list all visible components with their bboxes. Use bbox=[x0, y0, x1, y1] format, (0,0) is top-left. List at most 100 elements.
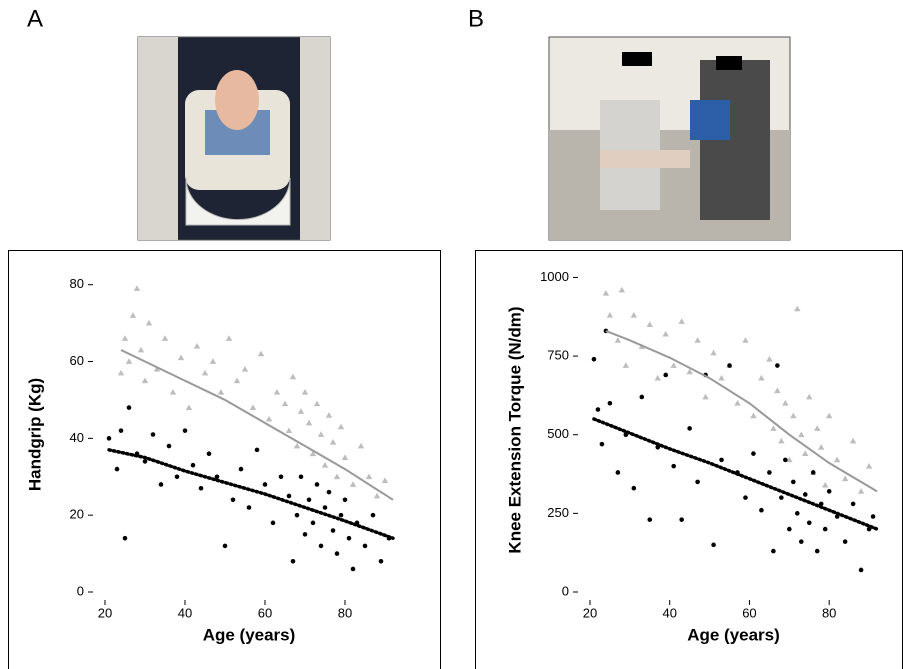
panel-label: A bbox=[27, 5, 43, 32]
triangle-point bbox=[330, 439, 336, 445]
y-tick-label: 1000 bbox=[540, 269, 569, 284]
dot-point bbox=[807, 520, 812, 525]
triangle-point bbox=[778, 438, 784, 444]
dot-point bbox=[859, 568, 864, 573]
triangle-point bbox=[282, 401, 288, 407]
x-tick-label: 40 bbox=[178, 605, 192, 620]
dot-point bbox=[771, 549, 776, 554]
triangle-point bbox=[358, 443, 364, 449]
dot-point bbox=[632, 486, 637, 491]
dot-point bbox=[107, 436, 112, 441]
triangle-point bbox=[118, 370, 124, 376]
dot-point bbox=[151, 432, 156, 437]
dot-point bbox=[115, 467, 120, 472]
triangle-point bbox=[186, 404, 192, 410]
photo-handgrip bbox=[138, 37, 330, 240]
triangle-point bbox=[134, 285, 140, 291]
triangle-point bbox=[814, 425, 820, 431]
y-tick-label: 60 bbox=[70, 353, 84, 368]
dot-point bbox=[271, 521, 276, 526]
triangle-point bbox=[798, 432, 804, 438]
triangle-point bbox=[806, 394, 812, 400]
dot-point bbox=[311, 521, 316, 526]
dot-point bbox=[191, 463, 196, 468]
triangle-point bbox=[286, 427, 292, 433]
dot-point bbox=[775, 363, 780, 368]
triangle-point bbox=[615, 337, 621, 343]
triangle-point bbox=[834, 457, 840, 463]
dot-point bbox=[679, 517, 684, 522]
triangle-point bbox=[663, 331, 669, 337]
triangle-point bbox=[794, 306, 800, 312]
dot-point bbox=[616, 470, 621, 475]
triangle-point bbox=[266, 416, 272, 422]
dot-point bbox=[815, 549, 820, 554]
y-tick-label: 80 bbox=[70, 276, 84, 291]
triangle-point bbox=[842, 476, 848, 482]
triangle-point bbox=[607, 312, 613, 318]
dot-point bbox=[843, 539, 848, 544]
x-tick-label: 40 bbox=[662, 605, 676, 620]
dot-point bbox=[779, 495, 784, 500]
dot-point bbox=[687, 426, 692, 431]
dot-point bbox=[803, 492, 808, 497]
dot-point bbox=[759, 508, 764, 513]
dot-point bbox=[315, 482, 320, 487]
triangle-point bbox=[210, 358, 216, 364]
triangle-point bbox=[826, 413, 832, 419]
dot-point bbox=[671, 464, 676, 469]
dot-point bbox=[255, 448, 260, 453]
triangle-point bbox=[258, 351, 264, 357]
dot-point bbox=[347, 536, 352, 541]
dot-point bbox=[663, 373, 668, 378]
dot-point bbox=[767, 470, 772, 475]
triangle-point bbox=[858, 488, 864, 494]
triangle-point bbox=[374, 493, 380, 499]
dot-point bbox=[319, 544, 324, 549]
dot-point bbox=[711, 543, 716, 548]
triangle-point bbox=[818, 444, 824, 450]
dot-point bbox=[608, 401, 613, 406]
dot-point bbox=[331, 528, 336, 533]
triangle-point bbox=[290, 374, 296, 380]
y-tick-label: 0 bbox=[562, 583, 569, 598]
dot-point bbox=[299, 474, 304, 479]
triangle-point bbox=[822, 482, 828, 488]
triangle-point bbox=[194, 343, 200, 349]
y-tick-label: 0 bbox=[77, 583, 84, 598]
triangle-point bbox=[306, 420, 312, 426]
dot-point bbox=[795, 511, 800, 516]
x-axis-label: Age (years) bbox=[687, 625, 780, 644]
triangle-point bbox=[138, 347, 144, 353]
triangle-point bbox=[382, 477, 388, 483]
dot-point bbox=[743, 495, 748, 500]
dot-point bbox=[123, 536, 128, 541]
triangle-point bbox=[242, 366, 248, 372]
triangle-point bbox=[298, 408, 304, 414]
triangle-point bbox=[866, 463, 872, 469]
dot-point bbox=[791, 480, 796, 485]
triangle-point bbox=[202, 370, 208, 376]
x-tick-label: 60 bbox=[258, 605, 272, 620]
dot-point bbox=[127, 405, 132, 410]
x-tick-label: 80 bbox=[338, 605, 352, 620]
dot-point bbox=[327, 490, 332, 495]
dot-point bbox=[323, 505, 328, 510]
y-tick-label: 40 bbox=[70, 430, 84, 445]
dot-point bbox=[247, 505, 252, 510]
triangle-point bbox=[234, 378, 240, 384]
dot-point bbox=[827, 489, 832, 494]
triangle-point bbox=[694, 337, 700, 343]
dot-point bbox=[783, 458, 788, 463]
triangle-point bbox=[130, 312, 136, 318]
triangle-point bbox=[790, 413, 796, 419]
dot-point bbox=[303, 532, 308, 537]
dot-point bbox=[199, 486, 204, 491]
triangle-point bbox=[623, 362, 629, 368]
dot-point bbox=[291, 559, 296, 564]
triangle-point bbox=[850, 438, 856, 444]
x-tick-label: 20 bbox=[583, 605, 597, 620]
triangle-point bbox=[338, 424, 344, 430]
dot-point bbox=[207, 451, 212, 456]
dot-point bbox=[751, 451, 756, 456]
